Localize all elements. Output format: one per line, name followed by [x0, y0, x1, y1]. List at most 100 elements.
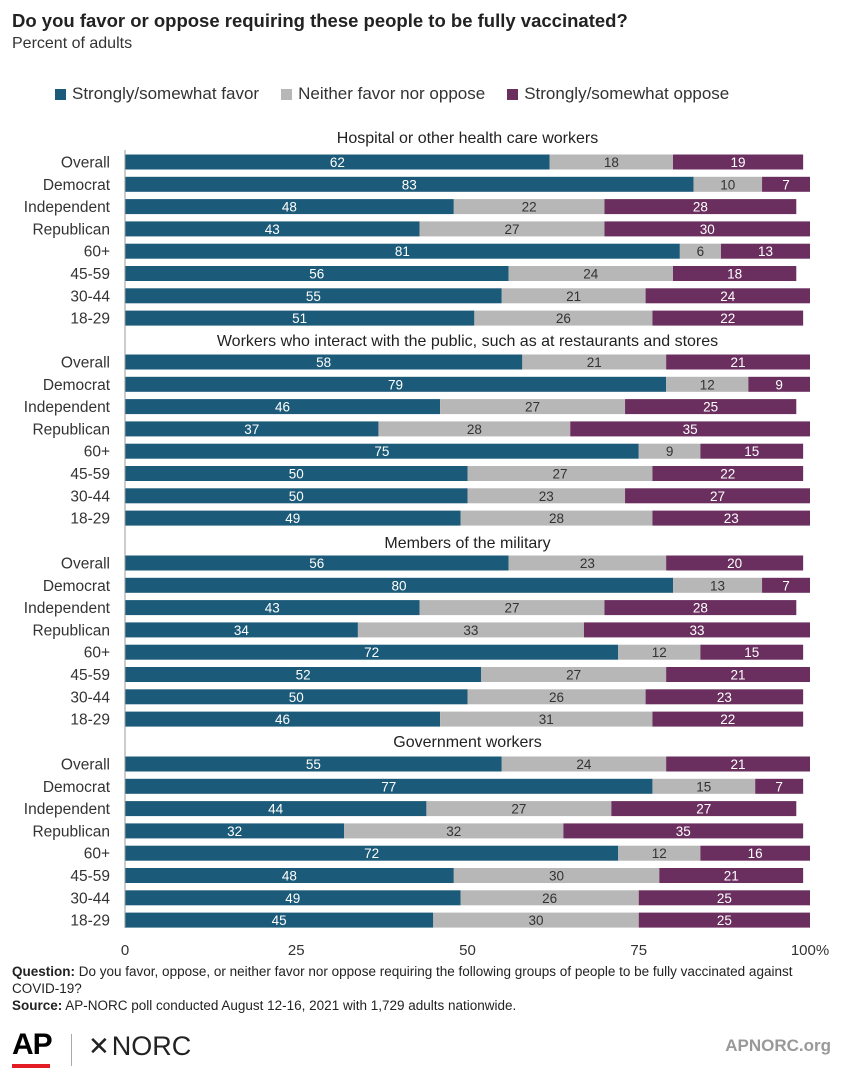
category-label: Republican: [32, 421, 110, 438]
bar-segment-oppose: [755, 778, 804, 794]
data-label-neither: 12: [700, 377, 715, 392]
category-label: 30-44: [70, 689, 110, 706]
bar-segment-neither: [679, 243, 721, 259]
legend-swatch-neither: [281, 88, 293, 100]
bar-segment-oppose: [762, 176, 810, 192]
data-label-favor: 79: [388, 377, 403, 392]
bar-segment-neither: [481, 667, 667, 682]
category-label: Independent: [24, 199, 111, 216]
bar-segment-favor: [125, 912, 434, 928]
data-label-favor: 44: [268, 802, 284, 817]
bar-segment-favor: [125, 154, 550, 170]
ap-logo-text: AP: [12, 1028, 53, 1061]
bar-segment-favor: [125, 354, 523, 370]
bar-segment-neither: [357, 622, 584, 638]
bar-segment-oppose: [666, 667, 810, 682]
panel-title: Hospital or other health care workers: [337, 130, 598, 147]
bar-segment-oppose: [700, 644, 804, 660]
data-label-favor: 62: [330, 155, 345, 170]
bar-segment-neither: [460, 890, 639, 906]
bar-segment-oppose: [659, 868, 804, 883]
bar-segment-oppose: [700, 443, 804, 459]
data-label-neither: 30: [549, 869, 564, 884]
data-label-neither: 31: [539, 712, 554, 727]
bar-segment-neither: [618, 644, 701, 660]
data-label-oppose: 7: [775, 779, 783, 794]
bar-segment-oppose: [673, 266, 797, 281]
data-label-oppose: 19: [731, 155, 746, 170]
data-label-favor: 50: [289, 690, 304, 705]
data-label-neither: 24: [576, 757, 592, 772]
legend-label-favor: Strongly/somewhat favor: [72, 84, 260, 103]
data-label-oppose: 35: [676, 824, 691, 839]
chart-title: Do you favor or oppose requiring these p…: [12, 10, 628, 31]
data-label-oppose: 15: [744, 645, 759, 660]
chart-notes: Question: Do you favor, oppose, or neith…: [12, 963, 832, 1014]
data-label-favor: 45: [272, 913, 287, 928]
bar-segment-neither: [508, 555, 667, 571]
data-label-neither: 9: [666, 444, 674, 459]
data-label-oppose: 23: [724, 511, 739, 526]
data-label-oppose: 20: [727, 556, 742, 571]
data-label-neither: 27: [552, 467, 567, 482]
bar-segment-favor: [125, 176, 694, 192]
bar-segment-oppose: [604, 221, 810, 237]
data-label-oppose: 21: [731, 757, 746, 772]
bar-segment-oppose: [625, 399, 797, 415]
data-label-neither: 27: [566, 668, 581, 683]
category-label: Overall: [61, 757, 110, 774]
bar-segment-neither: [433, 912, 639, 928]
bar-segment-favor: [125, 443, 639, 459]
bar-segment-oppose: [604, 600, 797, 616]
bar-segment-favor: [125, 488, 468, 504]
bar-segment-neither: [440, 711, 653, 727]
bar-segment-favor: [125, 399, 441, 415]
category-label: 60+: [84, 244, 110, 261]
norc-logo-text: NORC: [111, 1031, 192, 1061]
bar-segment-favor: [125, 778, 653, 794]
data-label-oppose: 24: [720, 289, 736, 304]
bar-segment-oppose: [762, 577, 810, 593]
category-label: 18-29: [70, 712, 110, 729]
data-label-oppose: 21: [724, 869, 739, 884]
data-label-oppose: 25: [717, 913, 732, 928]
data-label-favor: 50: [289, 489, 304, 504]
category-label: 60+: [84, 444, 110, 461]
data-label-favor: 43: [265, 222, 280, 237]
data-label-neither: 12: [652, 846, 667, 861]
bar-segment-favor: [125, 421, 379, 437]
bar-segment-favor: [125, 689, 468, 705]
bar-segment-favor: [125, 221, 420, 237]
data-label-neither: 22: [522, 200, 537, 215]
data-label-neither: 27: [505, 601, 520, 616]
data-label-favor: 55: [306, 289, 321, 304]
category-label: 30-44: [70, 488, 110, 505]
category-label: Republican: [32, 622, 110, 639]
data-label-favor: 51: [292, 311, 307, 326]
bar-segment-favor: [125, 644, 619, 660]
legend-item-favor: Strongly/somewhat favor: [55, 84, 259, 104]
bar-segment-oppose: [645, 288, 810, 304]
question-note: Question: Do you favor, oppose, or neith…: [12, 963, 832, 997]
data-label-neither: 21: [587, 355, 602, 370]
website-link[interactable]: APNORC.org: [725, 1036, 831, 1055]
data-label-oppose: 27: [696, 802, 711, 817]
bar-segment-neither: [467, 488, 626, 504]
bar-segment-neither: [440, 399, 626, 415]
legend: Strongly/somewhat favor Neither favor no…: [55, 84, 729, 104]
bar-segment-neither: [467, 689, 646, 705]
bar-segment-neither: [467, 466, 653, 481]
data-label-oppose: 15: [744, 444, 759, 459]
data-label-neither: 18: [604, 155, 619, 170]
category-label: Democrat: [43, 779, 111, 796]
bar-segment-oppose: [645, 689, 804, 705]
data-label-oppose: 9: [775, 377, 783, 392]
bar-segment-favor: [125, 890, 461, 906]
category-label: Independent: [24, 399, 111, 416]
bar-segment-neither: [549, 154, 673, 170]
data-label-oppose: 22: [720, 467, 735, 482]
data-label-favor: 80: [391, 578, 406, 593]
category-label: 18-29: [70, 511, 110, 528]
legend-swatch-favor: [55, 88, 66, 100]
bar-segment-favor: [125, 600, 420, 616]
